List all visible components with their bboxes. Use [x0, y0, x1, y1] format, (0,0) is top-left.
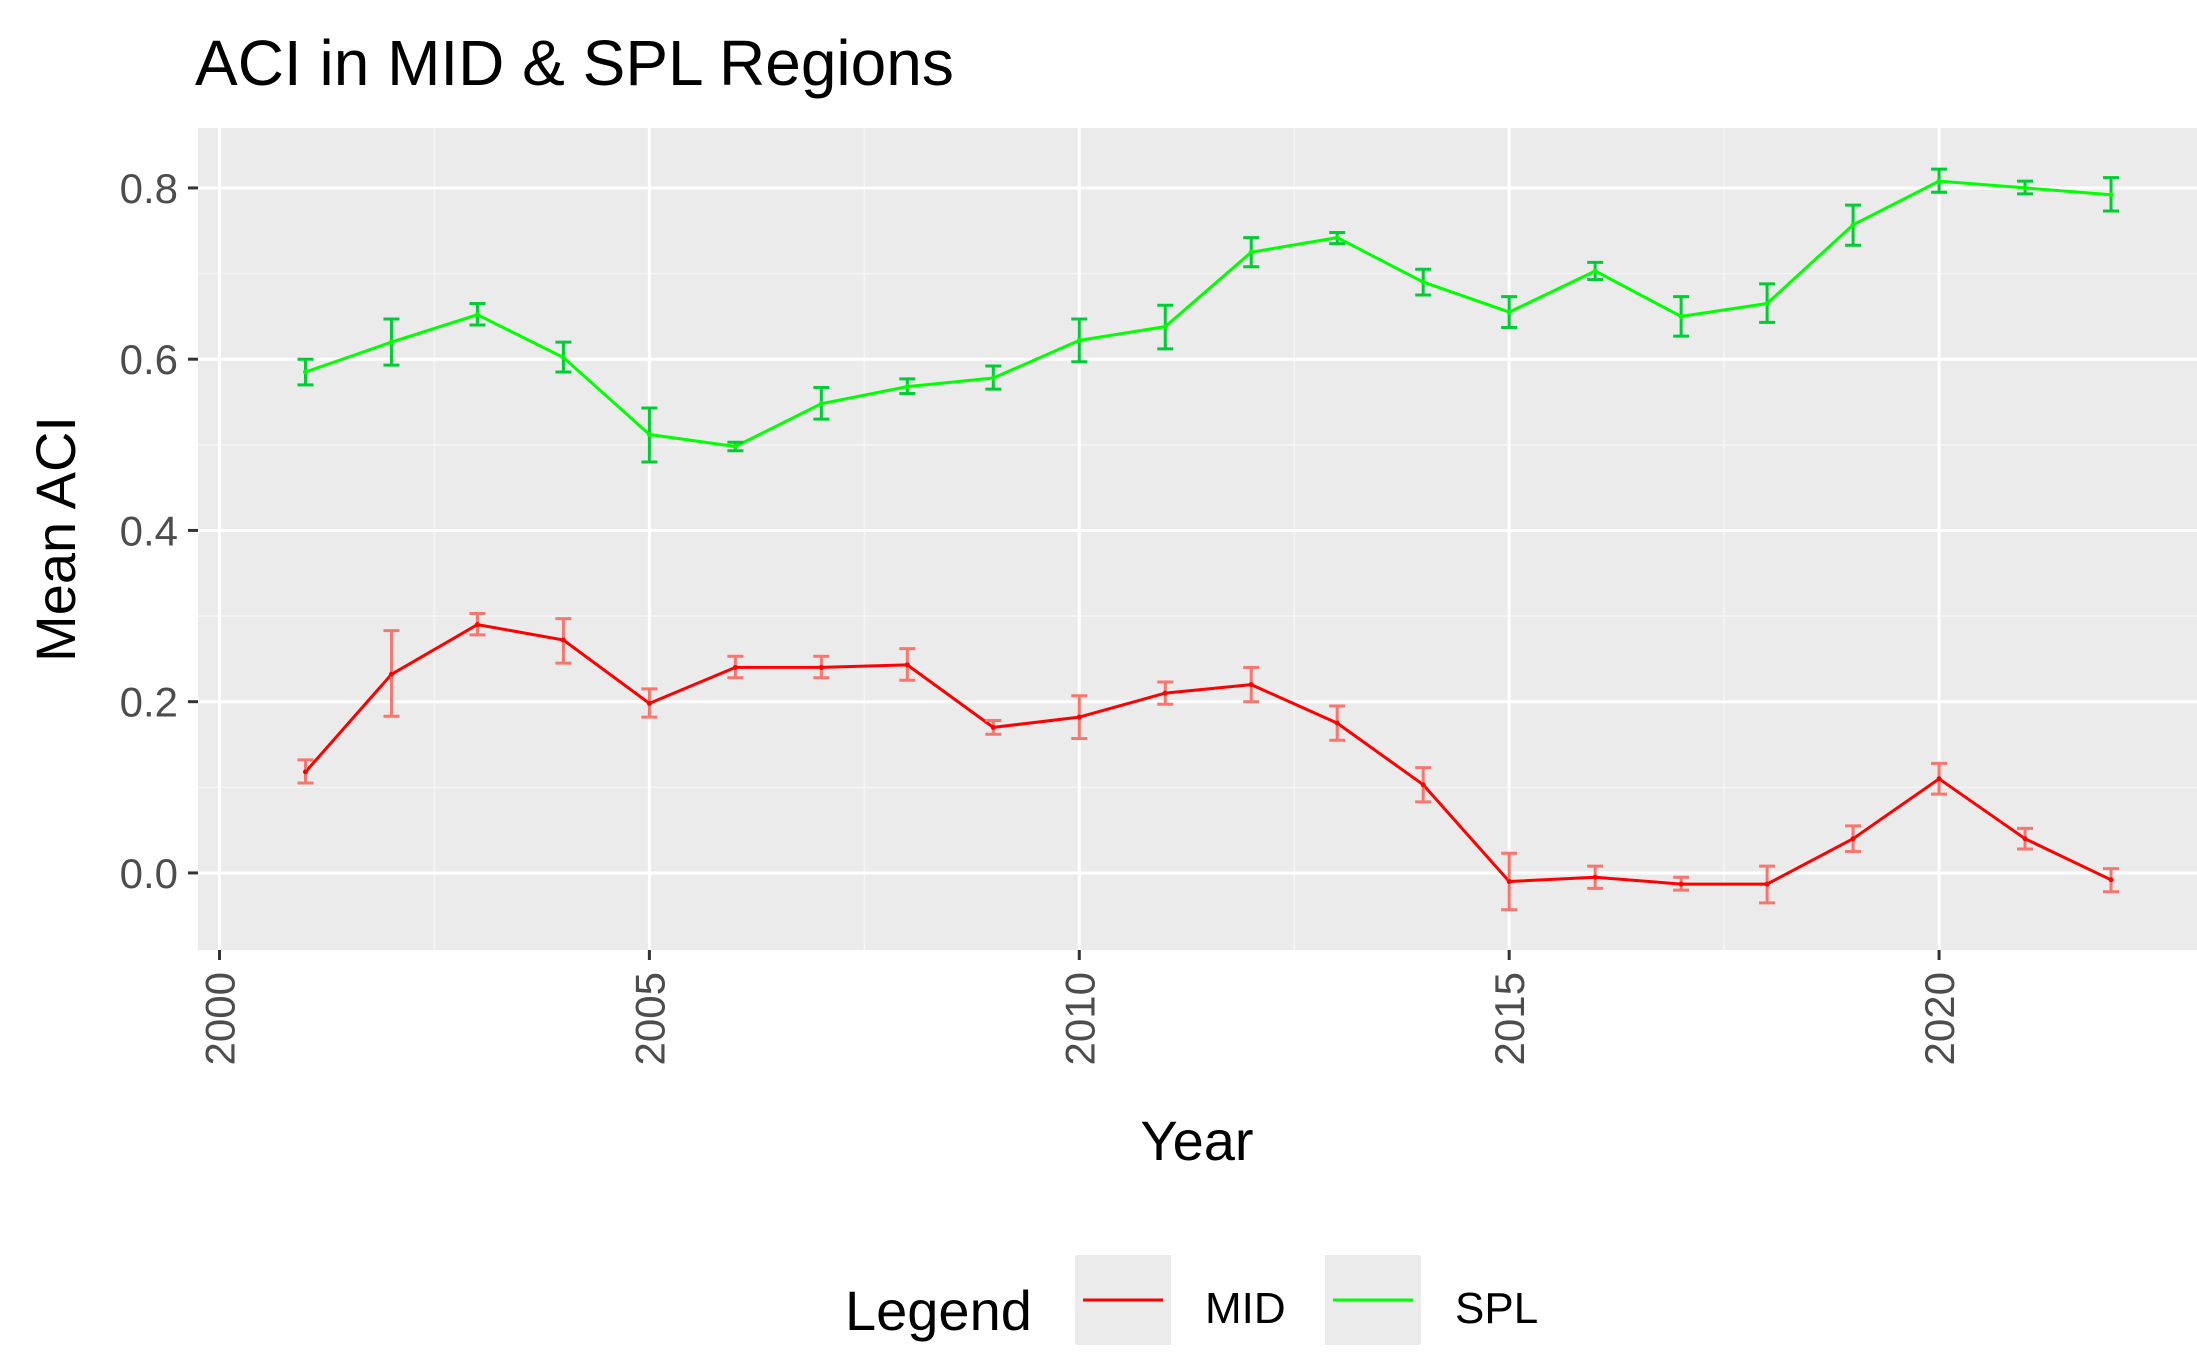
data-point-mid	[1678, 881, 1684, 887]
data-point-spl	[732, 444, 738, 450]
x-tick-label: 2020	[1916, 972, 1963, 1065]
data-point-spl	[1850, 222, 1856, 228]
data-point-mid	[1592, 874, 1598, 880]
data-point-mid	[474, 622, 480, 628]
data-point-mid	[1936, 776, 1942, 782]
data-point-mid	[1850, 836, 1856, 842]
data-point-spl	[1506, 309, 1512, 315]
data-point-mid	[1506, 879, 1512, 884]
data-point-mid	[302, 769, 308, 775]
data-point-spl	[904, 384, 910, 390]
data-point-spl	[1334, 235, 1340, 241]
data-point-spl	[1678, 313, 1684, 319]
data-point-spl	[818, 401, 824, 407]
data-point-mid	[732, 664, 738, 670]
y-tick-label: 0.8	[120, 165, 178, 212]
data-point-mid	[1420, 782, 1426, 788]
data-point-mid	[904, 662, 910, 668]
data-point-mid	[818, 664, 824, 670]
data-point-mid	[1162, 690, 1168, 696]
data-point-spl	[2022, 185, 2028, 191]
x-tick-label: 2000	[196, 972, 243, 1065]
y-axis-title: Mean ACI	[24, 416, 87, 662]
x-tick-label: 2010	[1056, 972, 1103, 1065]
series-line-spl	[305, 179, 2112, 448]
data-point-spl	[2108, 192, 2114, 198]
data-point-mid	[1076, 714, 1082, 720]
data-point-spl	[302, 369, 308, 375]
legend-label-spl: SPL	[1455, 1284, 1538, 1333]
series-line-mid	[304, 623, 2112, 886]
data-point-spl	[1076, 337, 1082, 343]
y-tick-label: 0.0	[120, 850, 178, 897]
data-point-spl	[1162, 324, 1168, 330]
axes-layer: 0.0 0.2 0.4 0.6 0.8 2000 2005 2010 2015 2020	[120, 165, 1963, 1066]
data-point-mid	[990, 724, 996, 730]
data-point-mid	[560, 637, 566, 643]
data-point-spl	[990, 375, 996, 381]
data-point-mid	[2022, 836, 2028, 842]
legend: Legend MID SPL	[845, 1255, 1538, 1345]
data-point-mid	[646, 700, 652, 706]
legend-label-mid: MID	[1205, 1284, 1286, 1333]
data-point-mid	[1248, 682, 1254, 688]
data-point-spl	[388, 339, 394, 345]
legend-title: Legend	[845, 1279, 1032, 1342]
data-point-spl	[1764, 301, 1770, 307]
y-tick-label: 0.2	[120, 679, 178, 726]
data-point-mid	[2108, 877, 2114, 883]
data-point-spl	[1592, 268, 1598, 274]
x-axis-title: Year	[1140, 1109, 1253, 1172]
y-tick-label: 0.6	[120, 336, 178, 383]
data-point-spl	[646, 432, 652, 438]
x-tick-label: 2005	[626, 972, 673, 1065]
data-point-spl	[1420, 279, 1426, 285]
chart-title: ACI in MID & SPL Regions	[195, 27, 954, 99]
plot-panel	[198, 128, 2197, 950]
x-tick-label: 2015	[1486, 972, 1533, 1065]
data-point-mid	[388, 671, 394, 677]
data-point-spl	[1936, 178, 1942, 184]
gridlines	[198, 128, 2197, 950]
data-point-spl	[474, 312, 480, 318]
data-point-spl	[1248, 249, 1254, 255]
series-layer	[297, 167, 2120, 912]
data-point-spl	[560, 354, 566, 360]
y-tick-label: 0.4	[120, 507, 178, 554]
data-point-mid	[1764, 881, 1770, 887]
data-point-mid	[1334, 720, 1340, 726]
